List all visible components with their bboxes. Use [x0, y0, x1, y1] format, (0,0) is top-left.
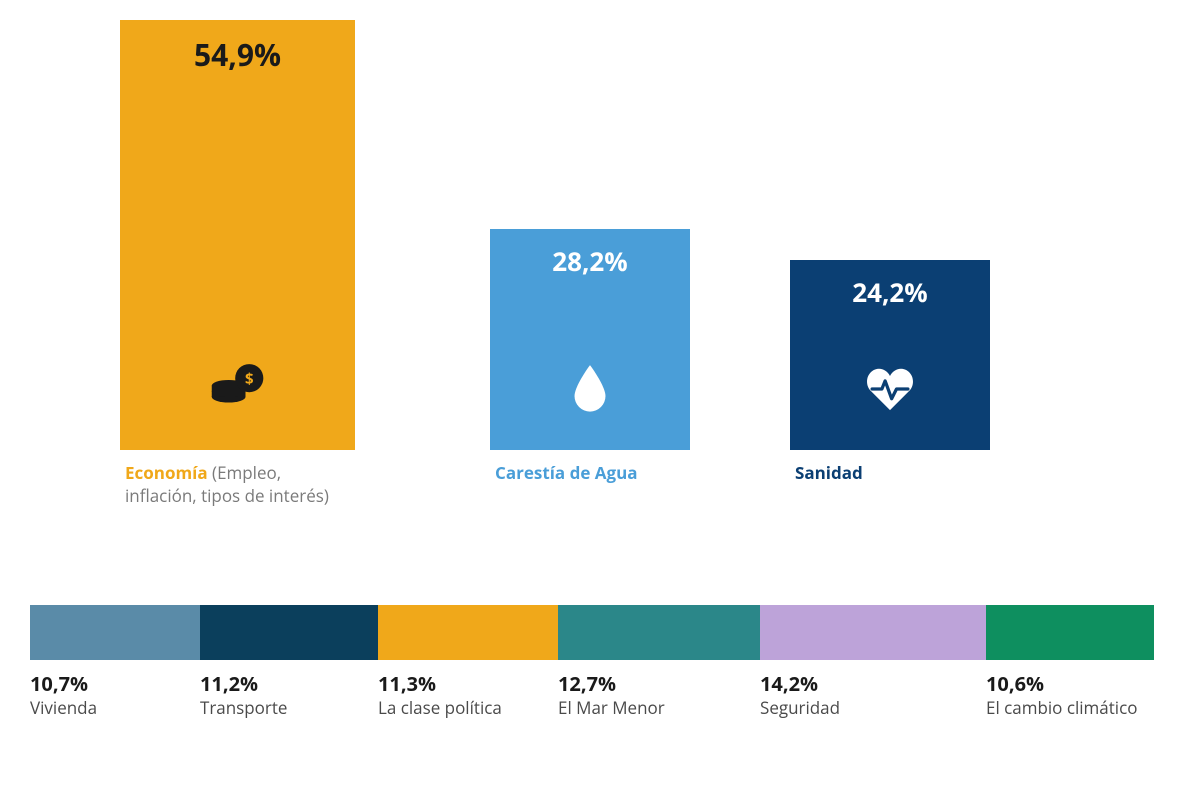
- top-bar-chart: 54,9% $ Economía (Empleo, inflación, tip…: [0, 0, 1200, 560]
- strip-value: 11,3%: [378, 670, 548, 697]
- strip-text: El Mar Menor: [558, 697, 750, 718]
- strip-label-clima: 10,6% El cambio climático: [986, 670, 1154, 718]
- strip-value: 14,2%: [760, 670, 976, 697]
- bar-economia: 54,9% $: [120, 20, 355, 450]
- bottom-strip-labels: 10,7% Vivienda 11,2% Transporte 11,3% La…: [30, 670, 1170, 718]
- strip-text: La clase política: [378, 697, 548, 718]
- bar-agua-title: Carestía de Agua: [495, 461, 638, 484]
- strip-seg-clima: [986, 605, 1154, 660]
- bar-economia-label: Economía (Empleo, inflación, tipos de in…: [125, 462, 335, 508]
- drop-icon: [563, 360, 618, 420]
- strip-seg-marmenor: [558, 605, 760, 660]
- bar-agua-label: Carestía de Agua: [495, 462, 715, 485]
- strip-text: Seguridad: [760, 697, 976, 718]
- bar-agua-value: 28,2%: [552, 243, 627, 279]
- strip-text: El cambio climático: [986, 697, 1144, 718]
- strip-text: Vivienda: [30, 697, 190, 718]
- strip-value: 12,7%: [558, 670, 750, 697]
- strip-label-seguridad: 14,2% Seguridad: [760, 670, 986, 718]
- coins-icon: $: [208, 350, 268, 415]
- strip-text: Transporte: [200, 697, 368, 718]
- strip-value: 11,2%: [200, 670, 368, 697]
- strip-seg-seguridad: [760, 605, 986, 660]
- bar-economia-title: Economía: [125, 461, 208, 484]
- bottom-strip: [30, 605, 1170, 660]
- bar-agua: 28,2%: [490, 229, 690, 450]
- strip-label-transporte: 11,2% Transporte: [200, 670, 378, 718]
- bar-sanidad-value: 24,2%: [852, 274, 927, 310]
- bar-sanidad-label: Sanidad: [795, 462, 995, 485]
- heart-pulse-icon: [864, 363, 916, 420]
- strip-seg-politica: [378, 605, 558, 660]
- strip-label-vivienda: 10,7% Vivienda: [30, 670, 200, 718]
- bar-sanidad-title: Sanidad: [795, 461, 863, 484]
- bar-sanidad: 24,2%: [790, 260, 990, 450]
- svg-text:$: $: [244, 369, 253, 389]
- strip-label-politica: 11,3% La clase política: [378, 670, 558, 718]
- strip-seg-transporte: [200, 605, 378, 660]
- strip-value: 10,7%: [30, 670, 190, 697]
- strip-value: 10,6%: [986, 670, 1144, 697]
- bar-economia-value: 54,9%: [194, 34, 281, 75]
- strip-seg-vivienda: [30, 605, 200, 660]
- strip-label-marmenor: 12,7% El Mar Menor: [558, 670, 760, 718]
